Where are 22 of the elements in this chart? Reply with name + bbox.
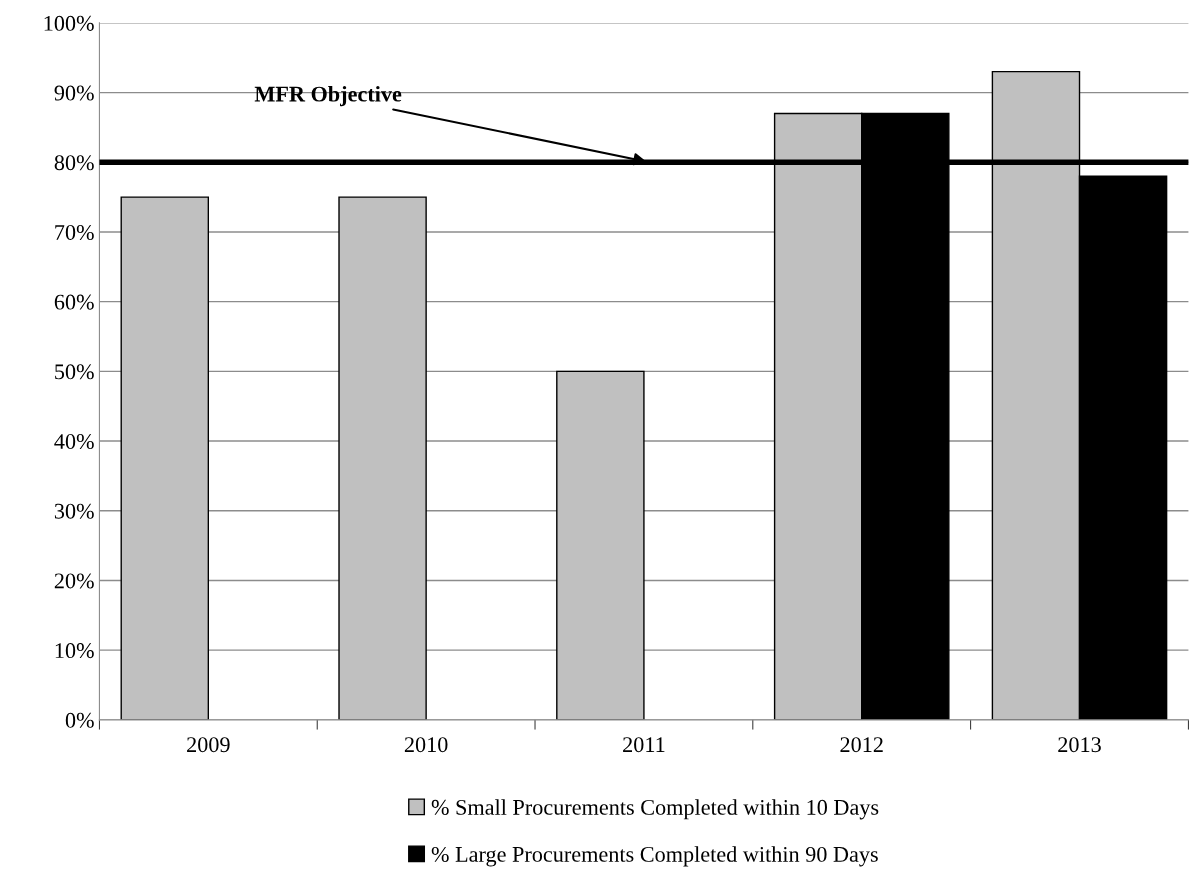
y-tick-label: 30% xyxy=(54,503,94,519)
y-tick-label: 70% xyxy=(55,224,94,240)
bar xyxy=(556,370,645,720)
bar xyxy=(120,196,210,720)
ref-line-label: MFR Objective xyxy=(254,85,402,107)
y-tick-label: 100% xyxy=(44,15,94,31)
legend-label: % Small Procurements Completed within 10 Days xyxy=(431,799,879,820)
x-tick-label: 2013 xyxy=(1058,737,1101,753)
y-tick-label: 20% xyxy=(54,573,94,589)
y-tick-label: 80% xyxy=(54,155,94,171)
y-tick-label: 40% xyxy=(54,433,94,450)
y-tick-label: 90% xyxy=(54,85,94,101)
x-tick-label: 2011 xyxy=(623,737,665,753)
bar xyxy=(338,196,427,720)
y-tick-label: 50% xyxy=(55,364,94,380)
x-tick-label: 2010 xyxy=(404,737,448,753)
x-tick-label: 2009 xyxy=(187,737,230,753)
y-tick-label: 0% xyxy=(65,712,94,728)
legend-label: % Large Procurements Completed within 90 Days xyxy=(431,846,878,867)
y-tick-label: 60% xyxy=(54,294,94,310)
x-tick-label: 2012 xyxy=(840,737,883,753)
y-tick-label: 10% xyxy=(55,643,94,659)
